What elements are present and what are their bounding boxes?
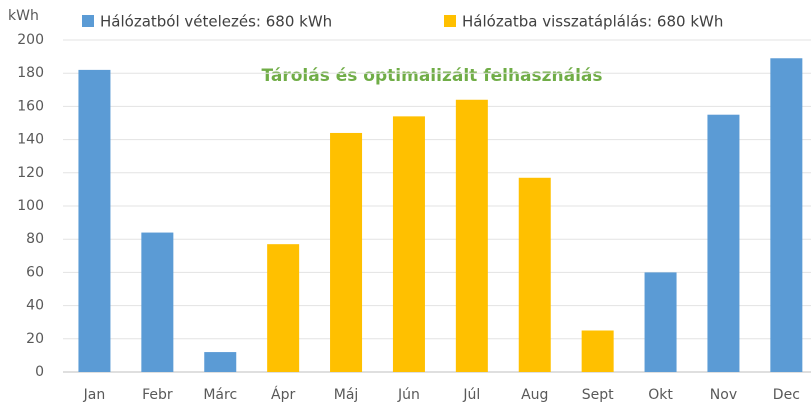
y-tick-label: 80 [26, 231, 44, 247]
x-tick-label: Dec [773, 387, 800, 403]
bar [330, 132, 363, 372]
bar [581, 330, 614, 372]
legend-swatch [444, 15, 456, 27]
x-tick-label: Máj [334, 387, 359, 403]
bar [770, 58, 803, 372]
bar [204, 352, 237, 372]
bar [267, 244, 300, 372]
x-tick-label: Márc [203, 387, 237, 403]
legend-label: Hálózatba visszatáplálás: 680 kWh [462, 13, 723, 31]
x-tick-label: Ápr [271, 386, 295, 403]
bar [455, 99, 488, 372]
x-tick-label: Okt [648, 387, 673, 403]
x-tick-label: Sept [582, 387, 614, 403]
bar [141, 232, 174, 372]
x-tick-label: Febr [142, 387, 173, 403]
legend-label: Hálózatból vételezés: 680 kWh [100, 13, 332, 31]
x-tick-label: Jún [397, 387, 420, 403]
y-tick-label: 0 [35, 364, 44, 380]
y-tick-label: 100 [17, 198, 44, 214]
annotation: Tárolás és optimalizált felhasználás [261, 66, 602, 86]
x-tick-label: Nov [710, 387, 737, 403]
bar [518, 177, 551, 372]
x-tick-label: Aug [521, 387, 548, 403]
y-tick-label: 40 [26, 298, 44, 314]
y-tick-label: 200 [17, 32, 44, 48]
bar [644, 272, 677, 372]
y-tick-label: 120 [17, 165, 44, 181]
y-tick-label: 20 [26, 331, 44, 347]
y-tick-label: 60 [26, 264, 44, 280]
bar [392, 116, 425, 372]
y-tick-label: 160 [17, 98, 44, 114]
bar [78, 69, 111, 372]
y-tick-label: 140 [17, 132, 44, 148]
bar [707, 114, 740, 372]
y-tick-label: 180 [17, 65, 44, 81]
x-tick-label: Jan [83, 387, 106, 403]
y-axis-label: kWh [8, 8, 39, 24]
x-tick-label: Júl [462, 387, 480, 403]
legend-swatch [82, 15, 94, 27]
